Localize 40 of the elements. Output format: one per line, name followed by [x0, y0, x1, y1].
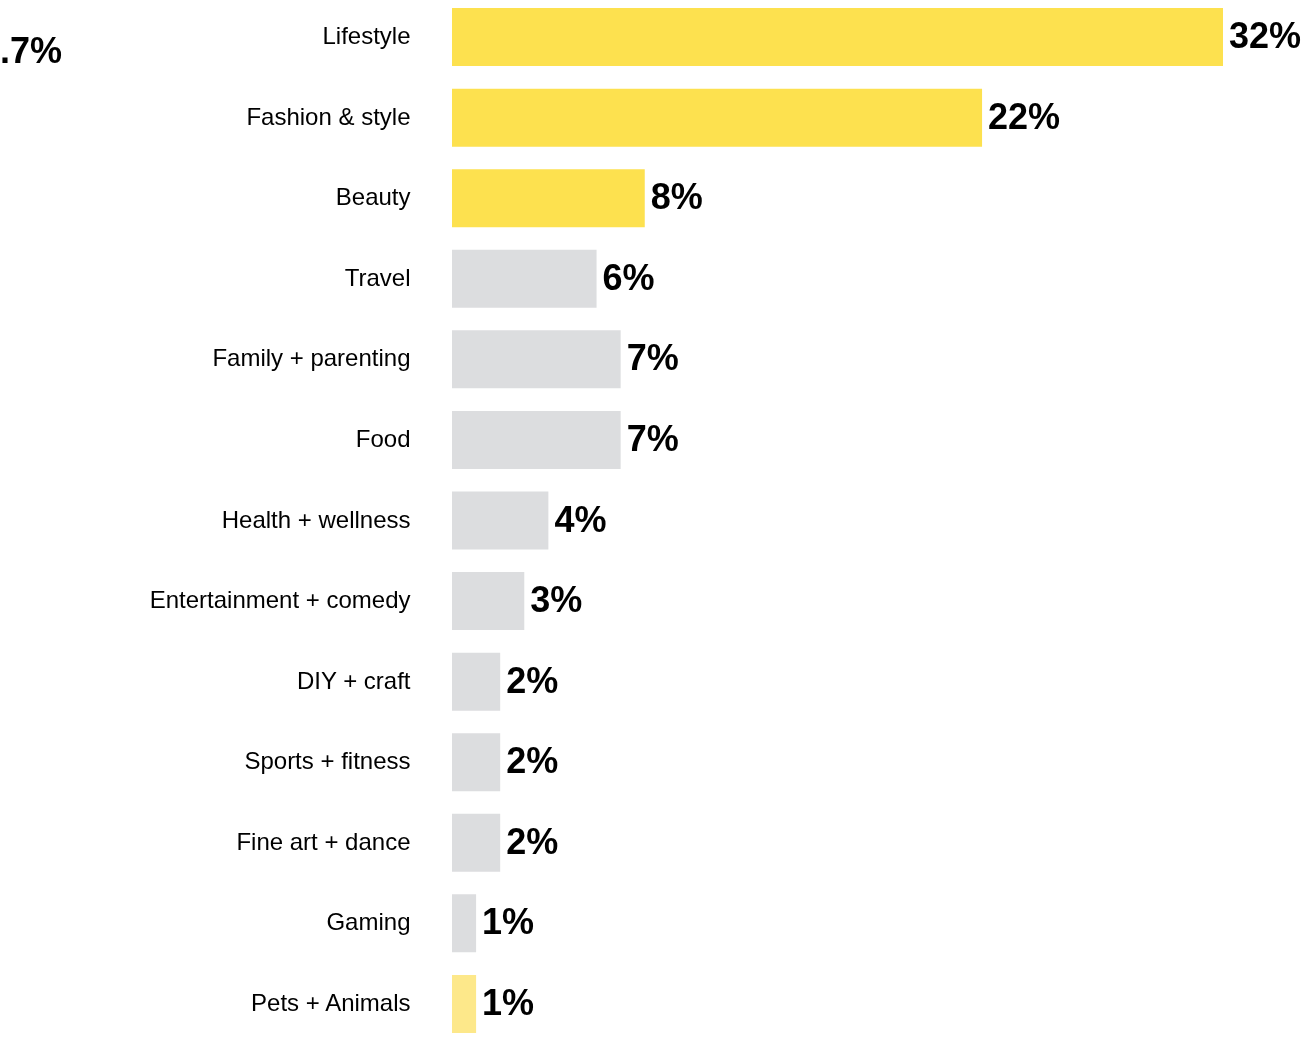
bar	[452, 169, 645, 228]
data-label: 7%	[626, 417, 679, 459]
y-tick-label: Fashion & style	[246, 102, 411, 130]
data-label: 32%	[1229, 15, 1302, 57]
y-tick-label: Gaming	[326, 908, 411, 936]
text: .7%	[0, 30, 63, 71]
y-tick-label: DIY + craft	[296, 666, 411, 694]
y-tick-label: Food	[355, 424, 411, 452]
bar	[452, 330, 621, 389]
data-label: 22%	[988, 95, 1061, 137]
bar	[452, 733, 501, 792]
y-tick-label: Beauty	[335, 183, 411, 211]
data-label: 1%	[482, 981, 535, 1023]
bar	[452, 88, 983, 147]
data-label: 2%	[506, 740, 559, 782]
y-tick-label: Fine art + dance	[236, 827, 411, 855]
data-label: 6%	[602, 256, 655, 298]
bar	[452, 410, 621, 469]
bar	[452, 249, 597, 308]
bar	[452, 813, 501, 872]
y-tick-label: Travel	[344, 263, 411, 291]
data-label: 3%	[530, 579, 583, 621]
bar	[452, 894, 477, 953]
y-tick-label: Pets + Animals	[251, 988, 411, 1016]
y-tick-label: Lifestyle	[322, 22, 411, 50]
y-tick-label: Family + parenting	[212, 344, 411, 372]
bar	[452, 572, 525, 631]
y-tick-label: Health + wellness	[221, 505, 411, 533]
y-tick-label: Entertainment + comedy	[149, 586, 411, 614]
data-label: 8%	[650, 176, 703, 218]
y-tick-label: Sports + fitness	[244, 747, 411, 775]
data-label: 4%	[554, 498, 607, 540]
bar	[452, 8, 1223, 67]
data-label: 1%	[482, 901, 535, 943]
data-label: 2%	[506, 820, 559, 862]
data-label: 2%	[506, 659, 559, 701]
data-label: 7%	[626, 337, 679, 379]
bar	[452, 974, 477, 1033]
bar	[452, 652, 501, 711]
bar	[452, 491, 549, 550]
